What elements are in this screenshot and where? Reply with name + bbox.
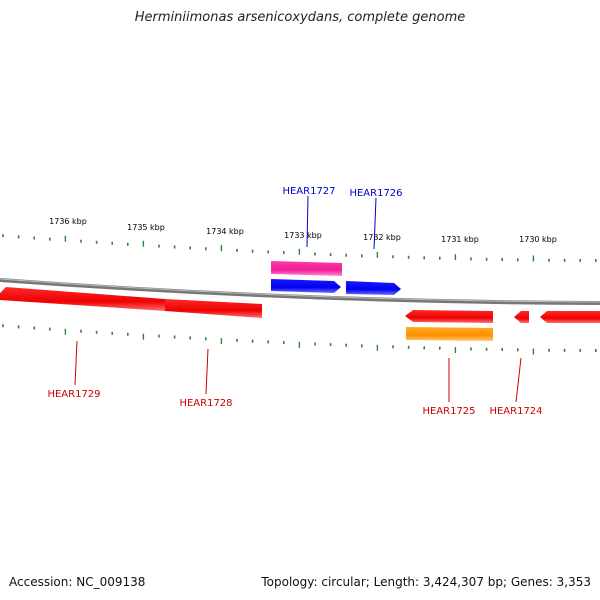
feature-magenta — [271, 261, 342, 276]
gene-HEAR1726[interactable] — [346, 281, 401, 295]
ruler-label-1736: 1736 kbp — [49, 217, 87, 226]
gene-HEAR1724-part2[interactable] — [540, 311, 600, 323]
accession-text: Accession: NC_009138 — [9, 575, 146, 589]
ruler-ticks-outer — [2, 234, 597, 262]
ruler-label-1735: 1735 kbp — [127, 223, 165, 232]
gene-HEAR1724-part1[interactable] — [514, 311, 529, 323]
ruler-label-1730: 1730 kbp — [519, 235, 557, 244]
gene-HEAR1727[interactable] — [271, 279, 341, 293]
map-title: Herminiimonas arsenicoxydans, complete g… — [134, 10, 466, 25]
genome-backbone-highlight — [0, 278, 600, 303]
gene-label-HEAR1729: HEAR1729 — [47, 389, 100, 400]
leader-HEAR1729 — [74, 340, 78, 386]
ruler-ticks-inner — [2, 324, 597, 355]
leader-HEAR1727 — [306, 195, 309, 248]
leader-HEAR1726 — [373, 197, 377, 250]
genome-backbone — [0, 278, 600, 305]
feature-orange — [406, 327, 493, 341]
gene-label-HEAR1724: HEAR1724 — [489, 406, 542, 417]
genome-summary-text: Topology: circular; Length: 3,424,307 bp… — [261, 575, 591, 589]
gene-label-HEAR1728: HEAR1728 — [179, 398, 232, 409]
gene-HEAR1728[interactable] — [165, 299, 262, 318]
gene-label-HEAR1725: HEAR1725 — [422, 406, 475, 417]
ruler-label-1731: 1731 kbp — [441, 235, 479, 244]
ruler-label-1732: 1732 kbp — [363, 233, 401, 242]
gene-HEAR1729[interactable] — [0, 287, 165, 311]
gene-label-HEAR1726: HEAR1726 — [349, 188, 402, 199]
ruler-label-1733: 1733 kbp — [284, 231, 322, 240]
leader-HEAR1728 — [205, 348, 209, 395]
gene-label-HEAR1727: HEAR1727 — [282, 186, 335, 197]
gene-HEAR1725[interactable] — [405, 310, 493, 323]
leader-HEAR1724 — [515, 357, 522, 403]
ruler-label-1734: 1734 kbp — [206, 227, 244, 236]
